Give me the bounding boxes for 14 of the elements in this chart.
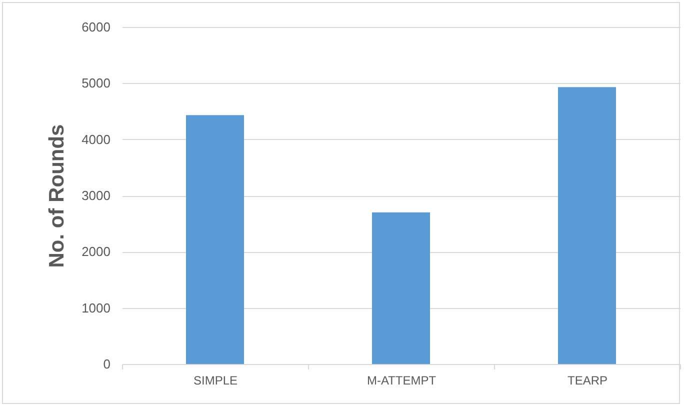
y-axis-title: No. of Rounds <box>46 124 69 268</box>
bar <box>186 115 244 364</box>
y-tick-label: 1000 <box>82 300 110 316</box>
y-tick-label: 3000 <box>82 188 110 203</box>
y-tick-label: 5000 <box>82 76 110 91</box>
y-tick-label: 0 <box>103 356 110 372</box>
x-tick-label: TEARP <box>567 374 608 388</box>
y-tick-label: 6000 <box>82 20 110 34</box>
bar <box>558 87 616 364</box>
y-tick-label: 4000 <box>82 132 110 147</box>
x-tick-label: M-ATTEMPT <box>366 374 437 388</box>
y-tick-label: 2000 <box>82 244 110 260</box>
bar <box>372 212 430 364</box>
x-tick-label: SIMPLE <box>193 374 238 388</box>
